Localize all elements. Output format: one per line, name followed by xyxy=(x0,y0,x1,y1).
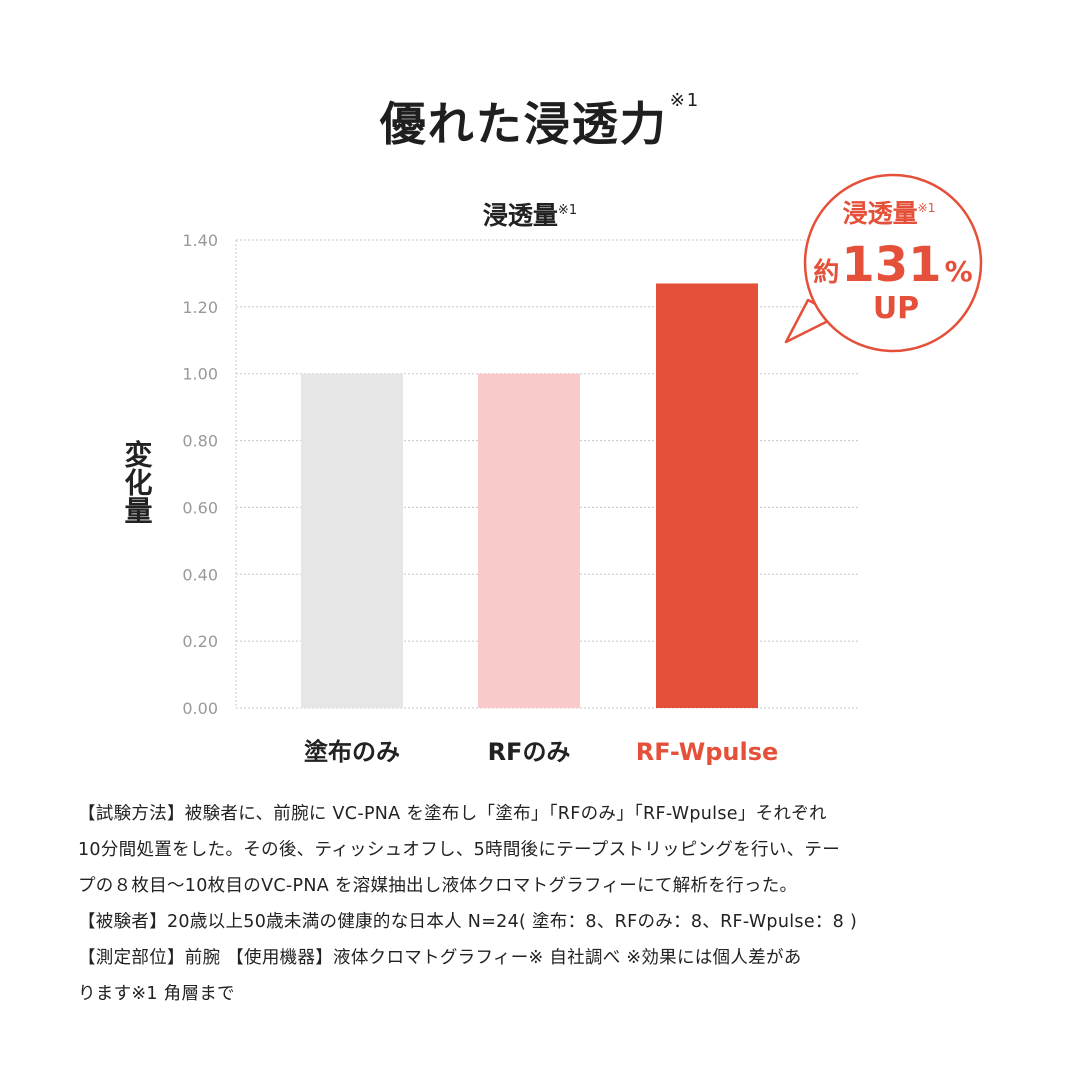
x-category-label: RFのみ xyxy=(488,738,571,766)
callout-unit: % xyxy=(945,255,973,288)
footnote-line: プの８枚目〜10枚目のVC-PNA を溶媒抽出し液体クロマトグラフィーにて解析を… xyxy=(78,876,798,896)
x-category-label: RF-Wpulse xyxy=(636,738,779,766)
main-title-note: ※1 xyxy=(669,90,701,111)
bar xyxy=(656,283,758,708)
bar xyxy=(478,373,580,708)
y-tick-label: 0.00 xyxy=(182,699,218,718)
chart-title-text: 浸透量 xyxy=(483,201,558,230)
y-tick-label: 1.00 xyxy=(182,365,218,384)
y-tick-label: 1.20 xyxy=(182,298,218,317)
y-tick-label: 0.20 xyxy=(182,632,218,651)
callout-value: 約131% xyxy=(813,237,972,293)
x-category-label: 塗布のみ xyxy=(304,738,400,766)
main-title-text: 優れた浸透力 xyxy=(379,97,668,151)
callout-number: 131 xyxy=(841,237,941,293)
callout-label: 浸透量※1 xyxy=(843,199,936,228)
footnote-block: 【試験方法】被験者に、前腕に VC-PNA を塗布し「塗布」「RFのみ」「RF-… xyxy=(78,796,1008,1012)
bar-chart: 0.00 0.20 0.40 0.60 0.80 1.00 1.20 1.40 塗布のみ RFのみ… xyxy=(121,173,983,766)
footnote-line: 【被験者】20歳以上50歳未満の健康的な日本人 N=24( 塗布：8、RFのみ：… xyxy=(78,912,858,932)
chart-title: 浸透量※1 xyxy=(483,201,577,230)
main-title: 優れた浸透力 ※1 xyxy=(0,88,1080,154)
bar xyxy=(301,373,403,708)
footnote-line: 【試験方法】被験者に、前腕に VC-PNA を塗布し「塗布」「RFのみ」「RF-… xyxy=(78,804,827,824)
footnote-line: 【測定部位】前腕 【使用機器】液体クロマトグラフィー※ 自社調べ ※効果には個人… xyxy=(78,948,802,968)
y-tick-label: 0.60 xyxy=(182,498,218,517)
callout-prefix: 約 xyxy=(813,257,839,288)
chart-title-note: ※1 xyxy=(558,203,577,218)
y-tick-label: 0.80 xyxy=(182,432,218,451)
y-tick-label: 1.40 xyxy=(182,231,218,250)
chart: 0.00 0.20 0.40 0.60 0.80 1.00 1.20 1.40 塗布のみ RFのみ… xyxy=(121,173,983,766)
footnote-line: 10分間処置をした。その後、ティッシュオフし、5時間後にテープストリッピングを行… xyxy=(78,840,840,860)
callout-up: UP xyxy=(873,291,919,326)
callout-label-text: 浸透量 xyxy=(843,199,918,228)
callout-label-note: ※1 xyxy=(918,201,936,215)
callout-circle xyxy=(803,173,983,353)
y-axis-label: 変化量 xyxy=(121,439,154,524)
y-tick-label: 0.40 xyxy=(182,565,218,584)
footnote-line: ります※1 角層まで xyxy=(78,984,235,1004)
